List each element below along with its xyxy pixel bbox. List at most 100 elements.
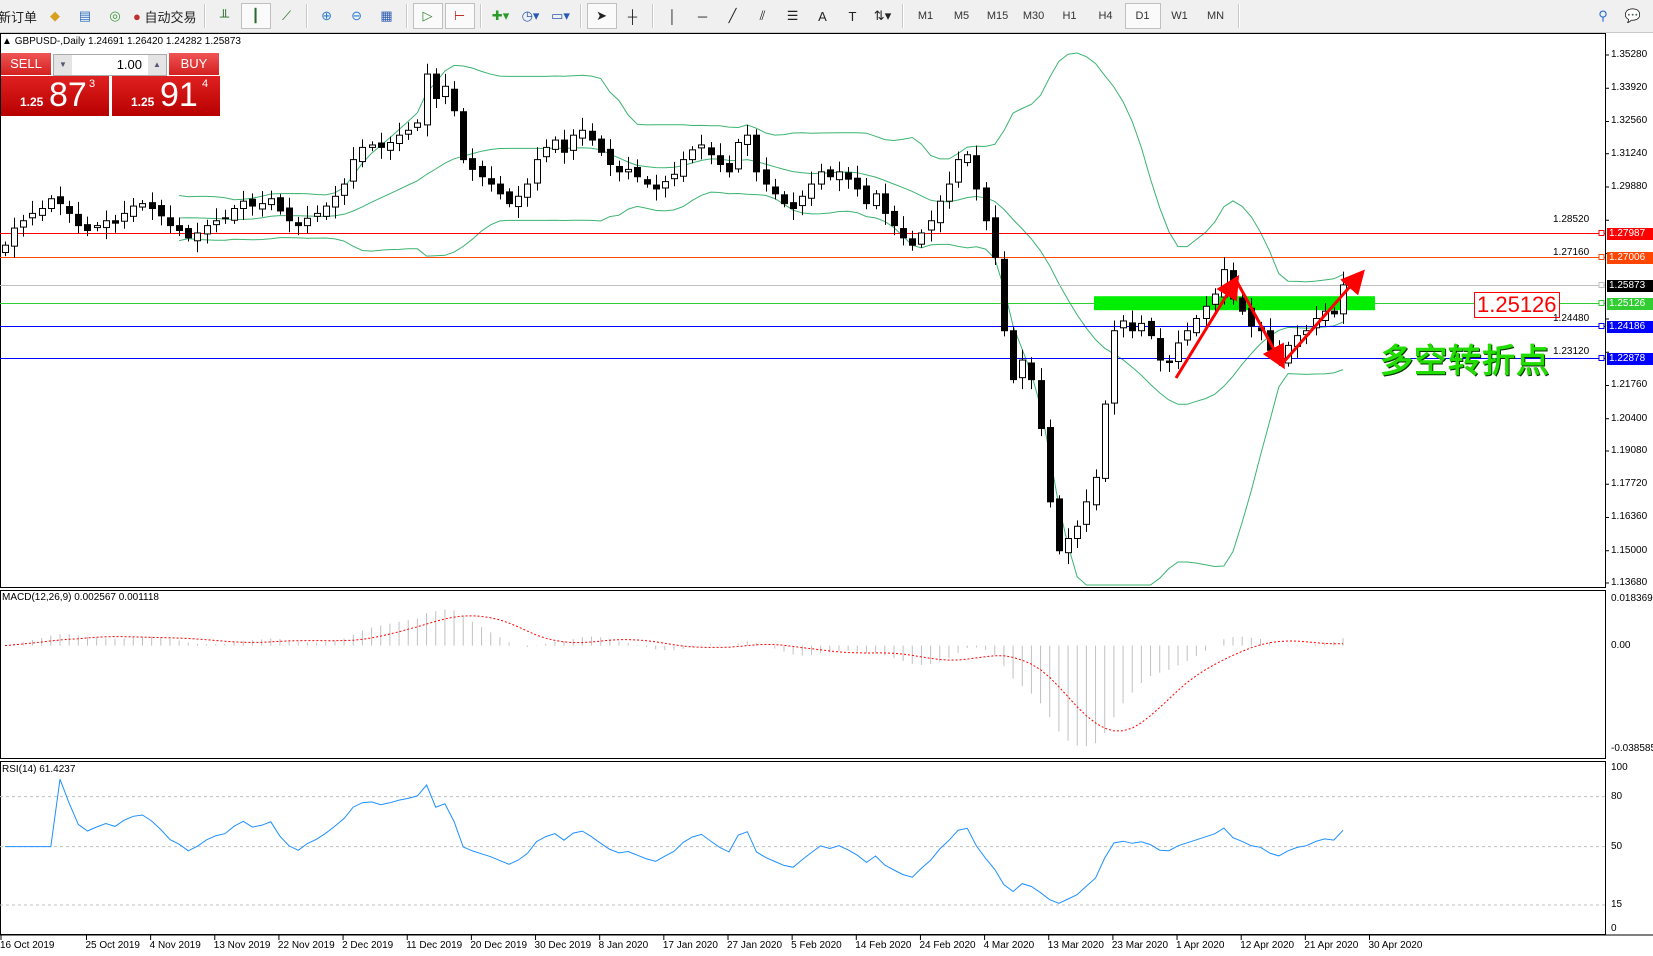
timeframe-m5[interactable]: M5 (953, 10, 970, 22)
zoom-in-icon[interactable]: ⊕ (321, 8, 332, 23)
cursor-icon[interactable]: ➤ (586, 3, 617, 29)
market-watch-icon[interactable]: ◆ (50, 8, 61, 23)
candle-body (570, 134, 577, 151)
chat-icon[interactable]: 💬 (1624, 8, 1642, 23)
date-axis-label: 13 Mar 2020 (1047, 940, 1104, 951)
candle-body (359, 146, 366, 163)
volume-stepper[interactable]: ▼ 1.00 ▲ (53, 54, 167, 76)
search-icon[interactable]: ⚲ (1598, 8, 1608, 23)
templates-icon[interactable]: ▭▾ (551, 8, 570, 23)
candle-body (983, 187, 990, 222)
timeframe-w1[interactable]: W1 (1171, 10, 1188, 22)
candle-body (955, 159, 962, 183)
timeframe-d1[interactable]: D1 (1124, 3, 1161, 29)
volume-up-icon[interactable]: ▲ (148, 55, 166, 75)
vertical-line-icon[interactable]: │ (668, 8, 677, 24)
candle-body (882, 193, 889, 214)
candle-body (424, 73, 431, 126)
auto-trading-icon: ● (133, 8, 141, 24)
timeframe-h4[interactable]: H4 (1098, 10, 1113, 22)
timeframe-m1[interactable]: M1 (917, 10, 934, 22)
horizontal-line-icon[interactable]: ─ (697, 8, 708, 24)
candle-body (66, 206, 73, 214)
equidistant-channel-icon[interactable]: ⫽ (759, 8, 766, 23)
line-chart-icon[interactable]: ⟋ (281, 8, 292, 23)
candle-body (1038, 380, 1045, 430)
bar-chart-icon[interactable]: ╨ (219, 8, 230, 24)
candle-body (1157, 338, 1164, 361)
date-axis-label: 24 Feb 2020 (919, 940, 976, 951)
date-axis-label: 8 Jan 2020 (598, 940, 649, 951)
candlestick-chart-icon[interactable]: ┃ (240, 3, 271, 29)
sell-price[interactable]: 1.25 87 3 (1, 76, 109, 116)
fibonacci-icon[interactable]: ☰ (786, 8, 799, 23)
periods-clock-icon[interactable]: ◷▾ (521, 8, 540, 23)
candle-body (1203, 305, 1210, 320)
timeframe-m15[interactable]: M15 (986, 10, 1009, 22)
candle-body (1184, 330, 1191, 341)
candle-body (1129, 322, 1136, 332)
date-axis-label: 22 Nov 2019 (277, 940, 335, 951)
chart-shift-icon[interactable]: ⊢ (444, 3, 475, 29)
annotation-text[interactable]: 多空转折点 (1380, 342, 1550, 379)
candle-body (405, 129, 412, 135)
date-axis-label: 27 Jan 2020 (726, 940, 783, 951)
candle-body (295, 222, 302, 227)
buy-price[interactable]: 1.25 91 4 (112, 76, 220, 116)
timeframe-h1[interactable]: H1 (1062, 10, 1077, 22)
date-axis-label: 4 Nov 2019 (149, 940, 201, 951)
zoom-out-icon[interactable]: ⊖ (351, 8, 362, 23)
candle-body (589, 130, 596, 141)
crosshair-icon[interactable]: ┼ (627, 8, 638, 24)
arrows-icon[interactable]: ⇅▾ (873, 8, 892, 23)
trendline-icon[interactable]: ╱ (728, 8, 737, 23)
candle-body (167, 217, 174, 227)
timeframe-mn[interactable]: MN (1206, 10, 1225, 22)
candle-body (414, 122, 421, 128)
date-axis-label: 16 Oct 2019 (0, 940, 55, 951)
autoscroll-icon[interactable]: ▷ (412, 3, 443, 29)
candle-body (451, 88, 458, 112)
price-axis-label: 1.35280 (1611, 49, 1648, 60)
navigator-icon[interactable]: ▤ (78, 8, 92, 23)
auto-trading-button[interactable]: ● 自动交易 (131, 4, 199, 28)
buy-button[interactable]: BUY (169, 53, 219, 75)
candle-body (369, 144, 376, 148)
separator (405, 4, 408, 28)
volume-input[interactable]: 1.00 (116, 57, 142, 72)
annotation-price-box[interactable]: 1.25126 (1474, 292, 1560, 318)
rsi-axis-label: 50 (1611, 840, 1623, 852)
date-axis-label: 14 Feb 2020 (855, 940, 912, 951)
candle-body (1138, 322, 1145, 332)
price-level-tag: 1.22878 (1607, 352, 1653, 365)
candle-body (341, 183, 348, 196)
tile-windows-icon[interactable]: ▦ (380, 8, 393, 23)
volume-down-icon[interactable]: ▼ (54, 55, 72, 75)
sell-button[interactable]: SELL (1, 53, 51, 75)
signals-icon[interactable]: ◎ (109, 8, 121, 23)
candle-body (598, 138, 605, 153)
collapse-triangle-icon[interactable]: ▲ (2, 36, 12, 47)
candle-body (790, 202, 797, 210)
price-axis-label: 1.16360 (1611, 511, 1648, 523)
candle-body (497, 183, 504, 195)
candle-body (973, 155, 980, 190)
candle-body (84, 224, 91, 232)
indicators-icon[interactable]: ✚▾ (491, 8, 510, 23)
candle-body (1074, 525, 1081, 540)
text-label-icon[interactable]: T (848, 8, 857, 24)
candle-body (946, 183, 953, 202)
new-order-button[interactable]: 新订单 (0, 9, 38, 25)
candle-body (625, 168, 632, 173)
price-level-tag: 1.25126 (1607, 297, 1653, 310)
text-icon[interactable]: A (818, 8, 827, 24)
level-handle (1598, 230, 1605, 236)
candle-body (1102, 403, 1109, 479)
timeframe-m30[interactable]: M30 (1022, 10, 1045, 22)
candle-body (1028, 362, 1035, 381)
candle-body (277, 197, 284, 212)
candle-body (194, 232, 201, 242)
candle-body (827, 169, 834, 178)
